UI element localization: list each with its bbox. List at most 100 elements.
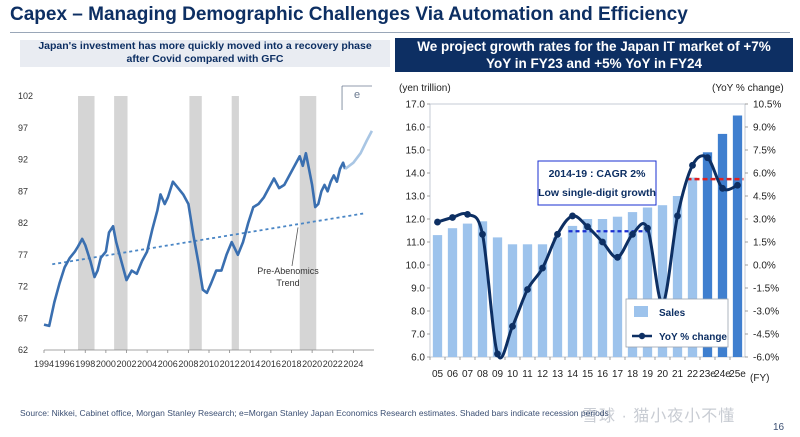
left-x-tick-label: 2016 bbox=[261, 359, 281, 369]
cagr-line2: Low single-digit growth bbox=[538, 187, 656, 199]
right-subtitle-line1: We project growth rates for the Japan IT… bbox=[417, 39, 771, 54]
yoy-point-08 bbox=[479, 230, 486, 238]
right-right-y-tick-label: 1.5% bbox=[753, 238, 776, 249]
recession-shading bbox=[78, 96, 317, 350]
right-left-y-tick-label: 6.0 bbox=[411, 353, 425, 364]
right-right-y-tick-label: 4.5% bbox=[753, 192, 776, 203]
left-subtitle-line1: Japan's investment has more quickly move… bbox=[38, 40, 372, 52]
chart-legend: Sales YoY % change bbox=[625, 298, 729, 348]
sales-bar-09 bbox=[492, 237, 503, 357]
left-chart-annotations: e Pre-Abenomics Trend bbox=[257, 89, 360, 288]
cagr-line1: 2014-19 : CAGR 2% bbox=[549, 168, 647, 180]
left-x-tick-label: 1998 bbox=[75, 359, 95, 369]
left-y-tick-label: 87 bbox=[18, 186, 28, 196]
left-x-tick-label: 2014 bbox=[240, 359, 260, 369]
sales-bar-14 bbox=[567, 225, 578, 357]
left-subtitle-line2: after Covid compared with GFC bbox=[126, 53, 284, 65]
right-x-tick-label: 07 bbox=[462, 369, 474, 380]
dashed-reference-lines bbox=[568, 177, 744, 233]
right-chart-subtitle: We project growth rates for the Japan IT… bbox=[395, 38, 793, 72]
yoy-point-12 bbox=[539, 264, 546, 272]
right-right-y-tick-label: 7.5% bbox=[753, 146, 776, 157]
yoy-point-17 bbox=[614, 253, 621, 261]
yoy-point-16 bbox=[599, 238, 606, 246]
right-x-tick-label: 12 bbox=[537, 369, 549, 380]
recession-shade-0 bbox=[78, 96, 95, 350]
right-right-y-tick-label: 9.0% bbox=[753, 123, 776, 134]
right-left-y-tick-label: 7.0 bbox=[411, 330, 425, 341]
sales-bars bbox=[432, 115, 743, 357]
left-x-tick-label: 2024 bbox=[343, 359, 363, 369]
left-x-tick-label: 1996 bbox=[55, 359, 75, 369]
japan-it-market-chart: 6.0 7.0 8.0 9.0 10.0 11.0 12.0 13.0 14.0 15.0 16.0… bbox=[399, 83, 784, 384]
right-x-tick-label: 14 bbox=[567, 369, 579, 380]
sales-bar-24e bbox=[717, 133, 728, 357]
left-axis-unit: (yen trillion) bbox=[399, 83, 451, 94]
trend-leader-line bbox=[291, 227, 299, 267]
left-y-tick-label: 92 bbox=[18, 155, 28, 165]
left-y-tick-label: 62 bbox=[18, 345, 28, 355]
legend-yoy-marker bbox=[638, 332, 646, 340]
right-left-y-tick-label: 10.0 bbox=[406, 261, 426, 272]
title-divider bbox=[10, 32, 790, 33]
source-footnote: Source: Nikkei, Cabinet office, Morgan S… bbox=[20, 408, 609, 418]
right-x-tick-label: 05 bbox=[432, 369, 444, 380]
recession-shade-3 bbox=[231, 96, 239, 350]
left-x-tick-label: 2000 bbox=[96, 359, 116, 369]
right-left-y-tick-label: 16.0 bbox=[406, 123, 426, 134]
yoy-point-19 bbox=[644, 224, 651, 232]
right-right-y-tick-label: 6.0% bbox=[753, 169, 776, 180]
sales-bar-19 bbox=[642, 207, 653, 357]
right-x-tick-label: 10 bbox=[507, 369, 519, 380]
sales-bar-15 bbox=[582, 219, 593, 357]
right-left-y-tick-label: 15.0 bbox=[406, 146, 426, 157]
page-number: 16 bbox=[773, 422, 785, 433]
legend-sales-swatch bbox=[634, 306, 648, 317]
right-x-tick-label: 13 bbox=[552, 369, 564, 380]
right-right-y-tick-label: -4.5% bbox=[753, 330, 779, 341]
yoy-point-07 bbox=[464, 211, 471, 218]
legend-sales-label: Sales bbox=[659, 308, 686, 319]
right-x-tick-label: 20 bbox=[657, 369, 669, 380]
right-x-tick-label: 09 bbox=[492, 369, 504, 380]
trend-label-line1: Pre-Abenomics bbox=[257, 266, 319, 276]
right-left-y-tick-label: 8.0 bbox=[411, 307, 425, 318]
left-x-tick-label: 2012 bbox=[220, 359, 240, 369]
right-x-tick-label: 25e bbox=[729, 369, 746, 380]
sales-bar-13 bbox=[552, 237, 563, 357]
right-left-y-tick-label: 9.0 bbox=[411, 284, 425, 295]
left-chart-subtitle: Japan's investment has more quickly move… bbox=[20, 40, 390, 67]
left-x-tick-label: 1994 bbox=[34, 359, 54, 369]
right-x-tick-label: 18 bbox=[627, 369, 639, 380]
right-x-tick-label: 24e bbox=[714, 369, 731, 380]
left-x-tick-label: 2020 bbox=[302, 359, 322, 369]
left-x-tick-label: 2006 bbox=[158, 359, 178, 369]
right-x-tick-label: 17 bbox=[612, 369, 624, 380]
left-x-tick-label: 2018 bbox=[281, 359, 301, 369]
right-x-tick-label: 23e bbox=[699, 369, 716, 380]
cagr-box bbox=[537, 160, 657, 206]
yoy-point-05 bbox=[434, 218, 441, 226]
right-x-tick-label: 21 bbox=[672, 369, 684, 380]
yoy-point-14 bbox=[569, 212, 576, 220]
right-left-y-tick-label: 13.0 bbox=[406, 192, 426, 203]
yoy-point-21 bbox=[674, 212, 681, 220]
watermark: 雪球 · 猫小夜小不懂 bbox=[582, 408, 736, 425]
right-subtitle-line2: YoY in FY23 and +5% YoY in FY24 bbox=[486, 56, 702, 71]
right-left-y-tick-label: 11.0 bbox=[406, 238, 425, 249]
right-chart-axes: 6.0 7.0 8.0 9.0 10.0 11.0 12.0 13.0 14.0 15.0 16.0… bbox=[406, 100, 782, 381]
right-right-y-tick-label: -1.5% bbox=[753, 284, 779, 295]
capex-actual-line bbox=[43, 151, 347, 328]
left-x-tick-label: 2002 bbox=[116, 359, 136, 369]
yoy-point-24e bbox=[719, 184, 726, 192]
sales-bar-05 bbox=[432, 235, 443, 357]
sales-bar-08 bbox=[477, 221, 488, 357]
yoy-point-15 bbox=[584, 223, 591, 231]
left-y-tick-label: 67 bbox=[18, 313, 28, 323]
right-right-y-tick-label: -3.0% bbox=[753, 307, 779, 318]
sales-bar-23e bbox=[702, 152, 713, 357]
right-x-tick-label: 22 bbox=[687, 369, 699, 380]
yoy-point-13 bbox=[554, 230, 561, 238]
